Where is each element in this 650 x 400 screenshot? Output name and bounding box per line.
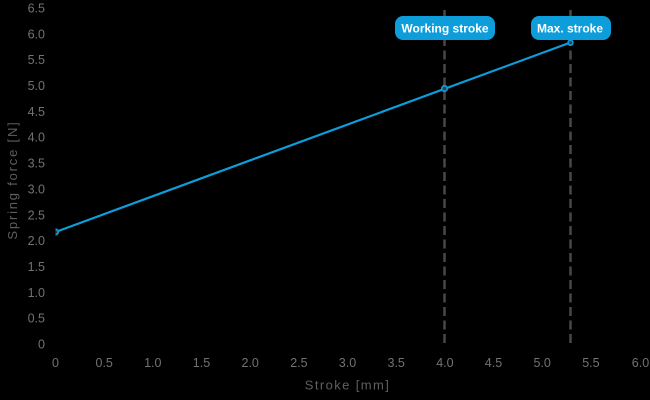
svg-text:5.5: 5.5 <box>28 53 45 67</box>
svg-text:4.0: 4.0 <box>436 356 453 370</box>
svg-text:1.5: 1.5 <box>28 260 45 274</box>
svg-text:1.5: 1.5 <box>193 356 210 370</box>
svg-text:Max. stroke: Max. stroke <box>537 21 603 35</box>
svg-text:6.5: 6.5 <box>28 2 45 16</box>
svg-text:3.5: 3.5 <box>388 356 405 370</box>
svg-text:6.0: 6.0 <box>632 356 649 370</box>
svg-text:5.0: 5.0 <box>534 356 551 370</box>
svg-text:2.5: 2.5 <box>290 356 307 370</box>
svg-text:4.5: 4.5 <box>485 356 502 370</box>
svg-text:4.5: 4.5 <box>28 105 45 119</box>
svg-text:0.5: 0.5 <box>28 312 45 326</box>
svg-text:Stroke [mm]: Stroke [mm] <box>305 377 390 392</box>
svg-text:0: 0 <box>52 356 59 370</box>
svg-text:5.5: 5.5 <box>582 356 599 370</box>
svg-text:3.0: 3.0 <box>339 356 356 370</box>
svg-text:1.0: 1.0 <box>28 286 45 300</box>
svg-text:Working stroke: Working stroke <box>401 21 488 35</box>
svg-text:6.0: 6.0 <box>28 27 45 41</box>
svg-text:2.0: 2.0 <box>242 356 259 370</box>
svg-text:Spring force [N]: Spring force [N] <box>5 120 20 239</box>
svg-text:0.5: 0.5 <box>96 356 113 370</box>
svg-text:3.5: 3.5 <box>28 157 45 171</box>
svg-text:3.0: 3.0 <box>28 182 45 196</box>
svg-text:4.0: 4.0 <box>28 131 45 145</box>
svg-text:0: 0 <box>38 338 45 352</box>
svg-text:1.0: 1.0 <box>144 356 161 370</box>
svg-text:5.0: 5.0 <box>28 79 45 93</box>
svg-text:2.5: 2.5 <box>28 208 45 222</box>
svg-text:2.0: 2.0 <box>28 234 45 248</box>
